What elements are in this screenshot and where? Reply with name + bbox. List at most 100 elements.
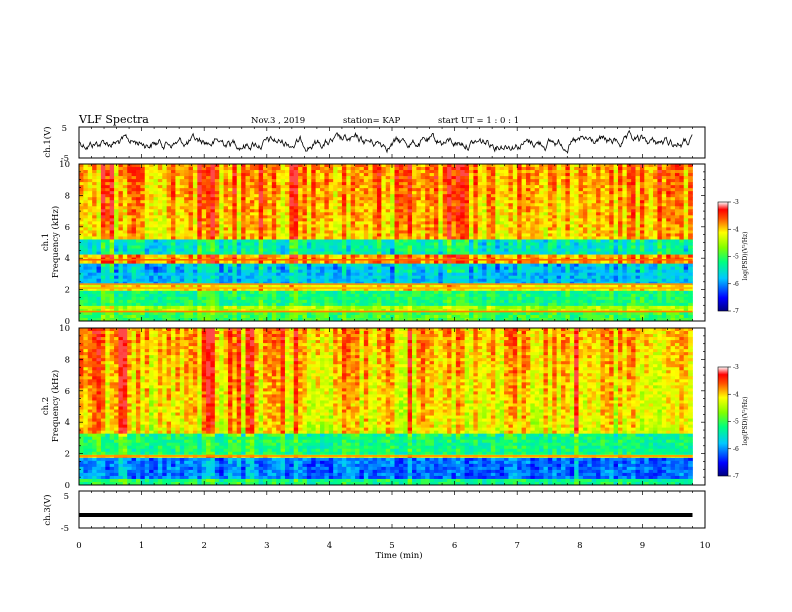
ch1-spectrogram-cell (355, 239, 360, 243)
ch1-spectrogram-cell (140, 188, 146, 192)
ch1-spectrogram-cell (635, 200, 641, 204)
ch1-spectrogram-cell (464, 266, 470, 271)
ch1-spectrogram-cell (311, 200, 317, 204)
ch1-spectrogram-cell (372, 248, 378, 252)
ch1-spectrogram-cell (639, 167, 645, 171)
ch1-spectrogram-cell (249, 254, 255, 258)
ch1-spectrogram-cell (197, 248, 203, 252)
ch1-spectrogram-cell (556, 170, 562, 174)
ch1-spectrogram-cell (214, 176, 220, 180)
ch1-spectrogram-cell (87, 254, 93, 258)
ch1-spectrogram-cell (328, 242, 334, 246)
ch1-spectrogram-cell (460, 176, 466, 180)
ch1-spectrogram-cell (398, 203, 404, 207)
ch1-spectrogram-cell (311, 179, 317, 183)
ch1-spectrogram-cell (609, 245, 614, 249)
ch1-spectrogram-cell (122, 197, 128, 201)
ch1-spectrogram-cell (508, 170, 514, 174)
ch1-spectrogram-cell (469, 230, 474, 234)
ch1-spectrogram-cell (464, 239, 470, 243)
ch1-spectrogram-cell (166, 242, 172, 246)
ch1-spectrogram-cell (100, 209, 106, 213)
ch1-spectrogram-cell (127, 200, 132, 204)
ch1-spectrogram-cell (622, 209, 628, 213)
ch1-spectrogram-cell (92, 239, 97, 243)
ch1-spectrogram-cell (223, 236, 229, 240)
ch1-spectrogram-cell (311, 185, 317, 189)
ch1-spectrogram-cell (83, 248, 89, 252)
ch1-spectrogram-cell (613, 233, 619, 237)
ch1-spectrogram-cell (184, 263, 189, 268)
ch1-spectrogram-cell (302, 200, 308, 204)
ch1-spectrogram-cell (236, 203, 242, 207)
ch1-spectrogram-cell (149, 182, 154, 186)
ch1-spectrogram-cell (460, 263, 466, 268)
ch1-spectrogram-cell (171, 215, 176, 219)
ch1-spectrogram-cell (661, 221, 667, 225)
ch1-spectrogram-cell (363, 179, 369, 183)
ch1-spectrogram-cell (517, 188, 522, 192)
ch1-spectrogram-cell (499, 233, 505, 237)
ch1-spectrogram-cell (263, 254, 268, 258)
ch1-spectrogram-cell (280, 167, 286, 171)
ch1-spectrogram-cell (674, 254, 680, 258)
ch1-spectrogram-cell (293, 245, 299, 249)
ch1-spectrogram-cell (114, 203, 119, 207)
ch1-spectrogram-cell (569, 206, 575, 210)
ch1-spectrogram-cell (666, 242, 671, 246)
ch1-spectrogram-cell (122, 224, 128, 228)
ch1-spectrogram-cell (517, 194, 522, 198)
ch1-spectrogram-cell (679, 167, 685, 171)
ch1-spectrogram-cell (363, 191, 369, 195)
ch1-spectrogram-cell (219, 188, 224, 192)
ch1-spectrogram-cell (609, 236, 614, 240)
ch1-spectrogram-cell (486, 182, 492, 186)
ch1-spectrogram-cell (517, 170, 522, 174)
ch1-spectrogram-cell (679, 212, 685, 216)
ch1-spectrogram-cell (201, 179, 207, 183)
ch1-spectrogram-cell (403, 218, 409, 222)
ch1-spectrogram-cell (114, 197, 119, 201)
ch1-spectrogram-cell (271, 185, 277, 189)
ch1-spectrogram-cell (131, 173, 137, 177)
ch1-spectrogram-cell (622, 206, 628, 210)
ch1-spectrogram-cell (96, 260, 102, 265)
ch1-spectrogram-cell (486, 251, 492, 255)
ch1-spectrogram-cell (438, 260, 444, 265)
ch1-spectrogram-cell (442, 185, 448, 189)
ch1-spectrogram-cell (302, 227, 308, 231)
ch1-spectrogram-cell (561, 263, 566, 268)
ch1-spectrogram-cell (276, 173, 281, 177)
ch1-spectrogram-cell (341, 206, 347, 210)
ch1-spectrogram-cell (245, 185, 251, 189)
ch1-spectrogram-cell (556, 266, 562, 271)
ch1-spectrogram-cell (688, 251, 693, 255)
ch1-spectrogram-cell (416, 224, 422, 228)
ch1-spectrogram-cell (547, 245, 553, 249)
ch1-spectrogram-cell (298, 203, 303, 207)
ch1-spectrogram-cell (241, 194, 246, 198)
ch1-spectrogram-cell (433, 188, 439, 192)
ch1-spectrogram-cell (105, 227, 111, 231)
ch1-spectrogram-cell (451, 185, 457, 189)
ch1-spectrogram-cell (171, 194, 176, 198)
ch1-spectrogram-cell (92, 263, 97, 268)
ch1-spectrogram-cell (306, 230, 312, 234)
ch1-spectrogram-cell (254, 194, 260, 198)
ch1-spectrogram-cell (661, 167, 667, 171)
ch1-spectrogram-cell (385, 182, 391, 186)
ch1-spectrogram-cell (227, 266, 233, 271)
ch1-spectrogram-cell (341, 263, 347, 268)
ch1-spectrogram-cell (653, 254, 658, 258)
ch1-spectrogram-cell (302, 263, 308, 268)
ch1-spectrogram-cell (412, 260, 417, 265)
ch1-spectrogram-cell (565, 197, 571, 201)
ch1-spectrogram-cell (127, 179, 132, 183)
ch1-spectrogram-cell (482, 179, 487, 183)
ch1-spectrogram-cell (407, 206, 413, 210)
ch1-spectrogram-cell (324, 233, 330, 237)
ch1-spectrogram-cell (328, 239, 334, 243)
ch1-spectrogram-cell (131, 245, 137, 249)
ch1-spectrogram-cell (157, 245, 163, 249)
ch1-spectrogram-cell (469, 254, 474, 258)
